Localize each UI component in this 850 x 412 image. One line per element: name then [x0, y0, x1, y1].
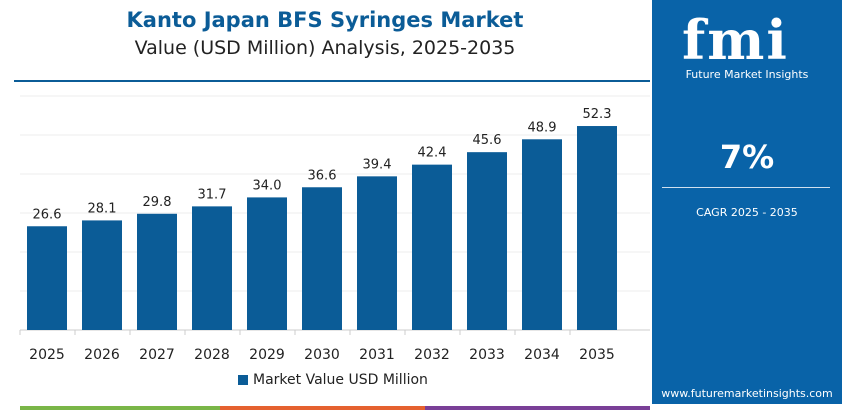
x-tick-label: 2032 — [414, 347, 450, 363]
title-divider — [14, 80, 650, 82]
bar-chart: 26.6 2025 28.1 2026 29.8 2027 31.7 2028 34.0 2029… — [19, 95, 650, 363]
data-label: 48.9 — [528, 120, 557, 135]
x-tick-label: 2030 — [304, 347, 340, 363]
chart-subtitle: Value (USD Million) Analysis, 2025-2035 — [134, 37, 516, 59]
website-link[interactable]: www.futuremarketinsights.com — [661, 387, 833, 400]
x-tick-label: 2033 — [469, 347, 505, 363]
legend: Market Value USD Million — [238, 372, 428, 388]
data-label: 31.7 — [198, 187, 227, 202]
data-label: 45.6 — [473, 133, 502, 148]
chart-title: Kanto Japan BFS Syringes Market — [126, 8, 524, 32]
cagr-label: CAGR 2025 - 2035 — [696, 206, 798, 219]
data-label: 42.4 — [418, 146, 447, 161]
x-tick-label: 2028 — [194, 347, 230, 363]
data-label: 34.0 — [253, 178, 282, 193]
data-label: 26.6 — [33, 207, 62, 222]
fmi-logo: fmi — [682, 8, 789, 72]
bar — [467, 152, 507, 330]
cagr-value: 7% — [719, 138, 775, 176]
bar — [577, 126, 617, 330]
x-tick-label: 2031 — [359, 347, 395, 363]
strip-orange — [220, 406, 425, 410]
bar — [192, 206, 232, 330]
bar — [247, 197, 287, 330]
data-label: 52.3 — [583, 107, 612, 122]
x-tick-label: 2025 — [29, 347, 65, 363]
strip-purple — [425, 406, 650, 410]
data-label: 28.1 — [88, 201, 117, 216]
bar — [412, 164, 452, 330]
legend-swatch — [238, 375, 248, 385]
x-tick-label: 2035 — [579, 347, 615, 363]
sidebar-panel: fmi Future Market Insights 7% CAGR 2025 … — [652, 0, 842, 404]
data-label: 39.4 — [363, 157, 392, 172]
bar — [82, 220, 122, 330]
data-label: 29.8 — [143, 195, 172, 210]
bar — [137, 213, 177, 330]
x-tick-label: 2034 — [524, 347, 560, 363]
x-tick-label: 2027 — [139, 347, 175, 363]
legend-label: Market Value USD Million — [253, 372, 428, 388]
bar — [357, 176, 397, 330]
bar — [302, 187, 342, 330]
bar — [522, 139, 562, 330]
brand-name: Future Market Insights — [685, 68, 809, 81]
x-tick-label: 2026 — [84, 347, 120, 363]
divider — [662, 187, 830, 188]
bar — [27, 226, 67, 330]
strip-green — [20, 406, 220, 410]
data-label: 36.6 — [308, 168, 337, 183]
x-tick-label: 2029 — [249, 347, 285, 363]
